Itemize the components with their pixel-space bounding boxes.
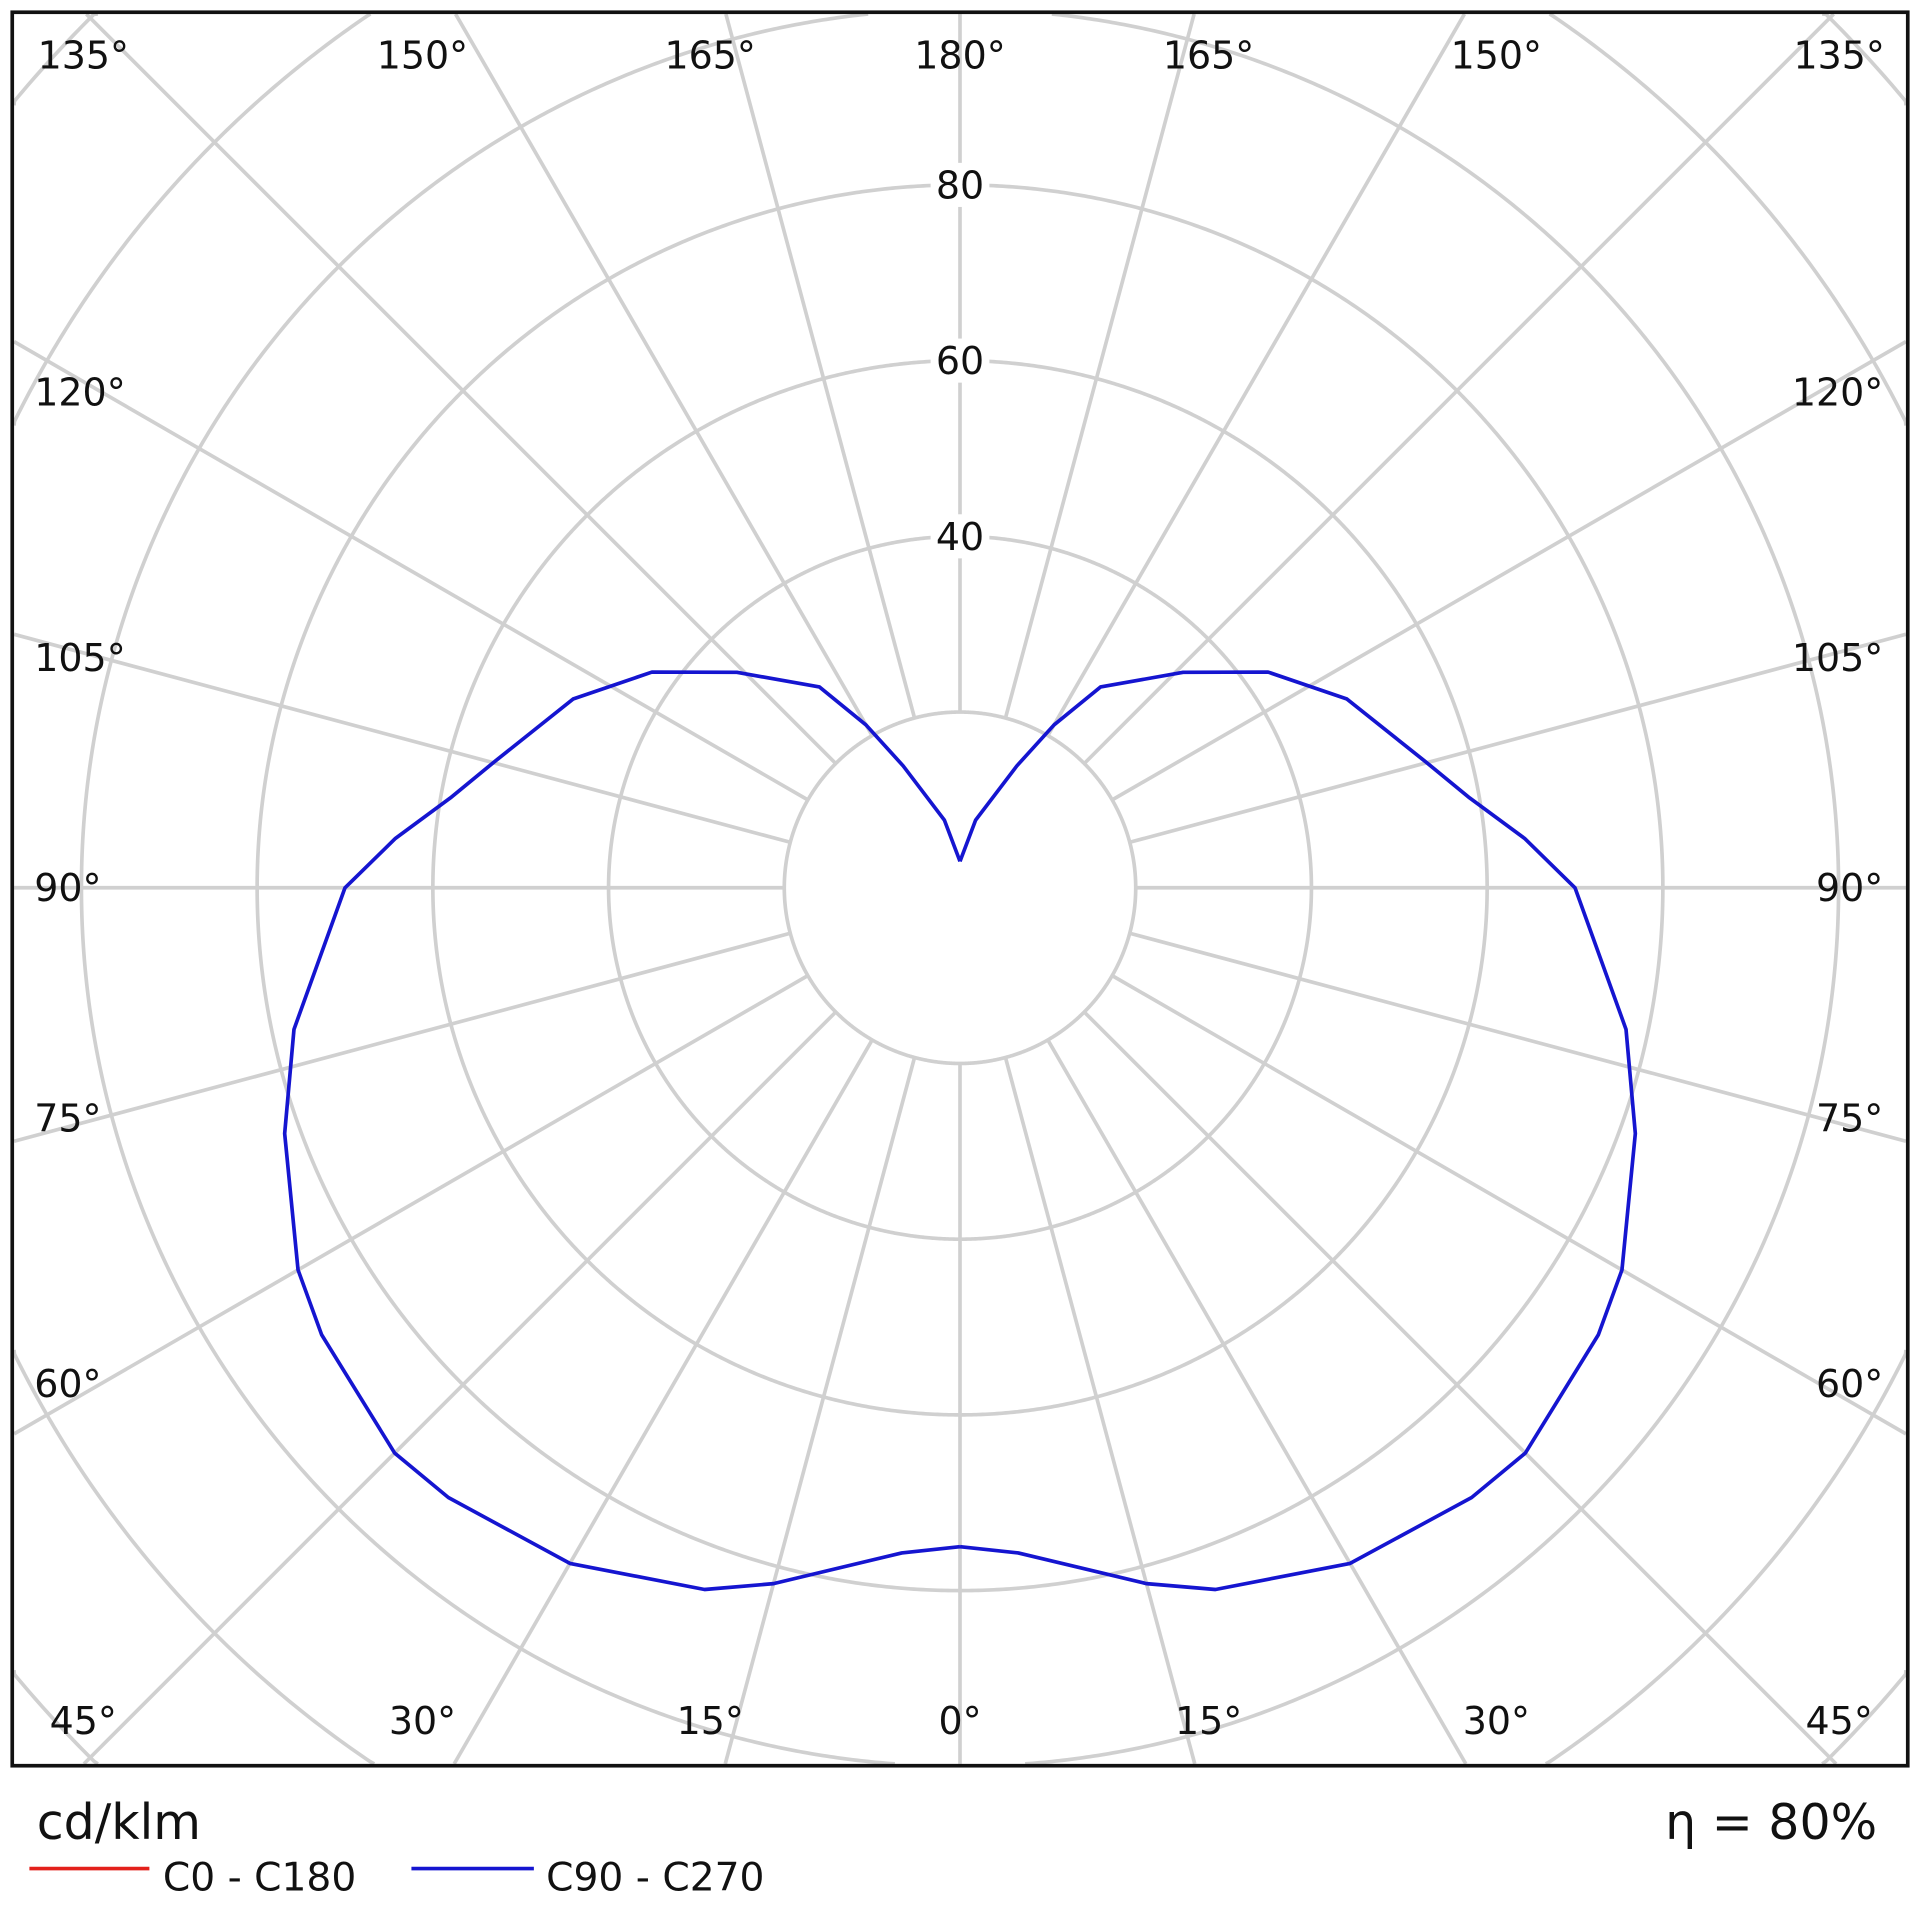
- angle-label: 180°: [914, 34, 1005, 78]
- angle-label: 15°: [677, 1699, 744, 1743]
- radial-tick-labels: 40 60 80: [930, 162, 990, 559]
- angle-label: 165°: [1163, 34, 1254, 78]
- angle-label: 60°: [1816, 1362, 1883, 1406]
- grid-ring: [782, 710, 1138, 1066]
- radial-label-bg: [930, 514, 990, 559]
- grid-spoke: [724, 13, 917, 719]
- angle-label: 15°: [1175, 1699, 1242, 1743]
- angle-label: 165°: [665, 34, 756, 78]
- angle-label: 150°: [1451, 34, 1542, 78]
- grid-spoke: [1082, 12, 1835, 765]
- angle-label: 105°: [34, 636, 125, 680]
- angle-labels: 135° 150° 165° 180° 165° 150° 135° 45° 30° 15° 0° 1…: [34, 34, 1885, 1743]
- grid-spoke: [13, 632, 791, 845]
- angle-label: 150°: [377, 34, 468, 78]
- grid-ring: [12, 12, 1908, 1766]
- radial-label-bg: [930, 162, 990, 207]
- grid-spoke: [723, 1057, 917, 1765]
- grid-spoke: [85, 12, 838, 765]
- grid-spoke: [1003, 1057, 1197, 1765]
- legend-label-c0-c180: C0 - C180: [163, 1856, 356, 1901]
- angle-label: 90°: [1816, 866, 1883, 910]
- angle-label: 30°: [389, 1699, 456, 1743]
- grid-ring: [606, 534, 1314, 1242]
- angle-label: 90°: [34, 866, 101, 910]
- legend-label-c90-c270: C90 - C270: [546, 1856, 764, 1901]
- unit-label: cd/klm: [37, 1794, 201, 1851]
- angle-label: 45°: [1806, 1699, 1873, 1743]
- radial-label-bg: [930, 338, 990, 383]
- angle-label: 75°: [34, 1096, 101, 1140]
- grid-spoke: [452, 1039, 874, 1765]
- angle-label: 45°: [50, 1699, 117, 1743]
- angle-label: 0°: [938, 1699, 981, 1743]
- grid-ring: [79, 12, 1841, 1766]
- angle-label: 30°: [1463, 1699, 1530, 1743]
- radial-tick-label: 80: [936, 163, 984, 207]
- radial-tick-label: 40: [936, 515, 984, 559]
- radial-tick-label: 60: [936, 339, 984, 383]
- grid-spoke: [1111, 974, 1907, 1436]
- angle-label: 75°: [1816, 1096, 1883, 1140]
- angle-label: 120°: [1792, 370, 1883, 414]
- angle-label: 120°: [34, 370, 125, 414]
- grid-ring: [431, 358, 1489, 1417]
- grid-spoke: [13, 931, 791, 1143]
- series-curves: [282, 670, 1638, 1592]
- efficiency-label: η = 80%: [1665, 1794, 1877, 1851]
- grid-spoke: [453, 13, 874, 737]
- grid-ring: [12, 12, 1908, 1766]
- grid-spoke: [82, 1010, 838, 1766]
- grid-spoke: [1082, 1010, 1838, 1766]
- grid-spoke: [1129, 632, 1907, 845]
- angle-label: 135°: [1793, 34, 1884, 78]
- grid-spoke: [1046, 13, 1467, 737]
- grid-spoke: [13, 340, 809, 802]
- series-line-c90-c270: [282, 670, 1638, 1592]
- grid-spoke: [1003, 13, 1196, 719]
- grid-spoke: [1129, 931, 1907, 1143]
- angle-label: 105°: [1792, 636, 1883, 680]
- angle-label: 60°: [34, 1362, 101, 1406]
- grid-spoke: [13, 974, 809, 1436]
- grid-ring: [255, 183, 1665, 1593]
- grid-spoke: [1046, 1039, 1468, 1765]
- polar-grid: [12, 12, 1908, 1766]
- grid-spoke: [1111, 340, 1907, 802]
- plot-frame: [10, 10, 1910, 1768]
- angle-label: 135°: [38, 34, 129, 78]
